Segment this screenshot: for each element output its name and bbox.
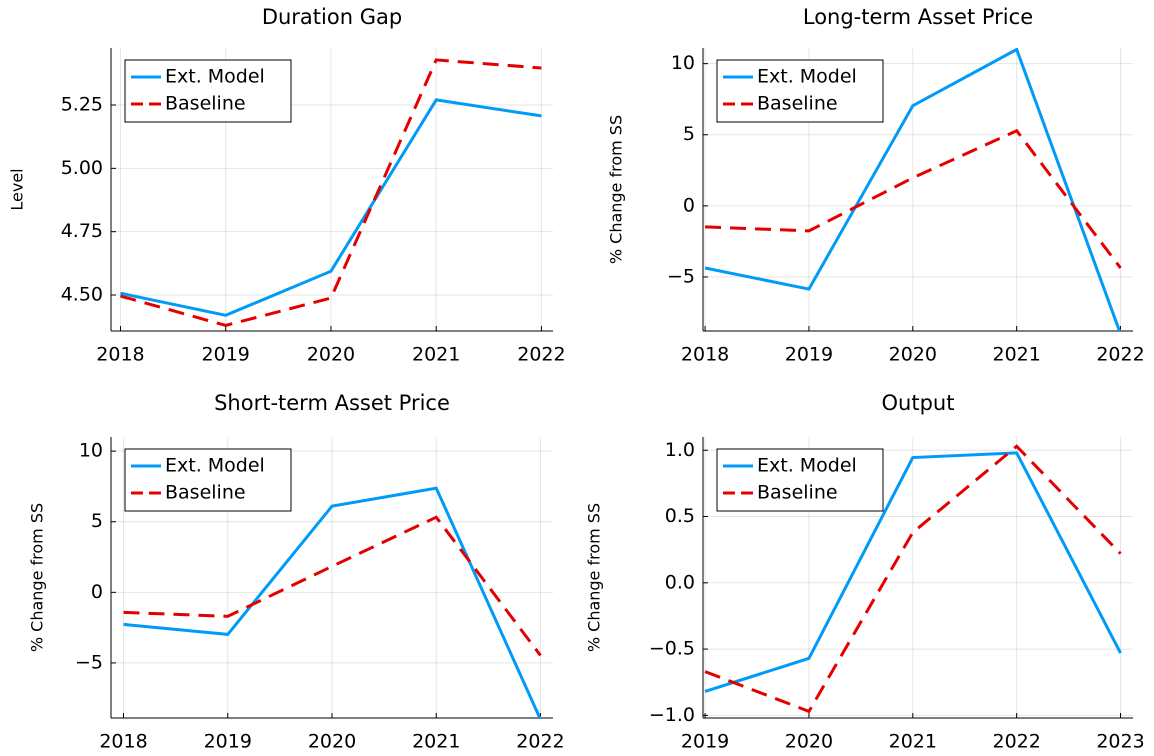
- series-line: [704, 444, 1122, 714]
- x-tick-label: 2021: [412, 731, 460, 753]
- subplot: Output % Change from SS 2019 2020 2021 2022 20…: [585, 391, 1145, 753]
- x-tick-label: 2022: [516, 731, 564, 753]
- y-tick-label: 4.50: [61, 284, 103, 306]
- y-axis-label: Level: [8, 168, 27, 210]
- subplot: Short-term Asset Price % Change from SS 20…: [28, 391, 565, 753]
- subplot-title: Short-term Asset Price: [214, 391, 450, 415]
- series-line: [704, 451, 1122, 693]
- x-tick-label: 2021: [889, 731, 937, 753]
- legend: Ext. Model Baseline: [716, 59, 884, 123]
- x-tick-label: 2020: [307, 344, 355, 366]
- x-tick-label: 2020: [889, 344, 937, 366]
- legend-label: Baseline: [757, 93, 838, 115]
- x-tick-label: 2018: [96, 344, 144, 366]
- y-axis-label: % Change from SS: [585, 503, 604, 652]
- x-tick-label: 2023: [1096, 731, 1144, 753]
- y-tick-label: −1.0: [649, 704, 695, 726]
- legend: Ext. Model Baseline: [716, 448, 884, 512]
- series-line: [704, 48, 1122, 331]
- y-axis-label: % Change from SS: [28, 503, 47, 652]
- y-tick-label: −5: [667, 265, 695, 287]
- y-axis-label: % Change from SS: [607, 115, 626, 264]
- x-tick-label: 2022: [1096, 344, 1144, 366]
- y-tick-label: 0: [683, 194, 695, 216]
- y-tick-label: 10: [671, 52, 695, 74]
- legend: Ext. Model Baseline: [124, 448, 292, 512]
- legend-box: [124, 448, 292, 512]
- series-line: [120, 58, 542, 327]
- legend-label: Ext. Model: [757, 455, 857, 477]
- legend-box: [716, 59, 884, 123]
- y-tick-label: 1.0: [665, 439, 695, 461]
- x-tick-label: 2018: [99, 731, 147, 753]
- legend-label: Ext. Model: [165, 455, 265, 477]
- y-tick-label: 5: [683, 123, 695, 145]
- x-tick-label: 2019: [204, 731, 252, 753]
- subplot: Long-term Asset Price % Change from SS 201…: [607, 5, 1145, 366]
- subplot: Duration Gap Level 2018 2019 2020 2021 2022 4.5…: [8, 5, 566, 366]
- x-tick-label: 2020: [785, 731, 833, 753]
- x-tick-label: 2019: [785, 344, 833, 366]
- subplot-title: Output: [882, 391, 955, 415]
- y-tick-label: 0.0: [665, 571, 695, 593]
- series-line: [120, 98, 542, 317]
- legend-label: Ext. Model: [165, 66, 265, 88]
- subplot-title: Duration Gap: [262, 5, 402, 29]
- legend-label: Baseline: [165, 482, 246, 504]
- legend: Ext. Model Baseline: [124, 59, 292, 123]
- x-tick-label: 2018: [681, 344, 729, 366]
- legend-label: Ext. Model: [757, 66, 857, 88]
- x-tick-label: 2021: [992, 344, 1040, 366]
- y-tick-label: 5.25: [61, 94, 103, 116]
- x-tick-label: 2022: [517, 344, 565, 366]
- subplot-title: Long-term Asset Price: [803, 5, 1033, 29]
- y-tick-label: 10: [79, 440, 103, 462]
- x-tick-label: 2022: [992, 731, 1040, 753]
- legend-box: [716, 448, 884, 512]
- legend-label: Baseline: [165, 93, 246, 115]
- y-tick-label: 0: [91, 581, 103, 603]
- y-tick-label: −5: [75, 651, 103, 673]
- x-tick-label: 2019: [681, 731, 729, 753]
- x-tick-label: 2019: [202, 344, 250, 366]
- y-tick-label: 0.5: [665, 505, 695, 527]
- legend-box: [124, 59, 292, 123]
- legend-label: Baseline: [757, 482, 838, 504]
- y-tick-label: 5.00: [61, 157, 103, 179]
- y-tick-label: 5: [91, 510, 103, 532]
- y-tick-label: 4.75: [61, 220, 103, 242]
- x-tick-label: 2021: [412, 344, 460, 366]
- y-tick-label: −0.5: [649, 638, 695, 660]
- series-line: [123, 486, 542, 718]
- x-tick-label: 2020: [308, 731, 356, 753]
